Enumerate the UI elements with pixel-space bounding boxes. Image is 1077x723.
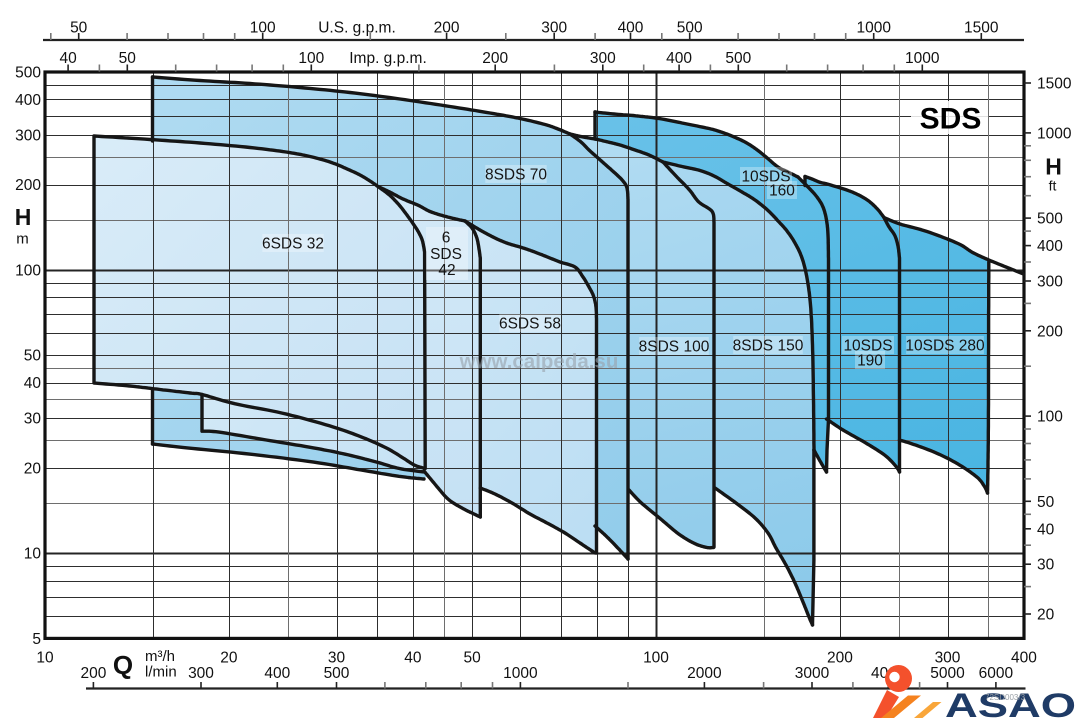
- svg-text:500: 500: [324, 665, 350, 682]
- svg-text:8SDS 100: 8SDS 100: [639, 339, 710, 356]
- svg-text:40: 40: [59, 50, 77, 67]
- svg-text:SDS: SDS: [920, 103, 982, 136]
- svg-text:200: 200: [482, 50, 508, 67]
- svg-text:1500: 1500: [964, 20, 999, 37]
- svg-text:5: 5: [32, 631, 41, 648]
- svg-text:Q: Q: [113, 650, 133, 680]
- svg-text:100: 100: [643, 650, 669, 667]
- svg-text:100: 100: [15, 262, 41, 279]
- svg-text:1000: 1000: [856, 20, 891, 37]
- svg-text:6SDS 32: 6SDS 32: [262, 236, 324, 253]
- svg-text:3000: 3000: [795, 665, 830, 682]
- svg-text:30: 30: [24, 411, 42, 428]
- svg-text:42: 42: [438, 262, 455, 279]
- svg-text:50: 50: [119, 50, 137, 67]
- svg-text:ft: ft: [1049, 178, 1057, 194]
- svg-text:200: 200: [1037, 323, 1063, 340]
- svg-text:300: 300: [188, 665, 214, 682]
- svg-text:20: 20: [1037, 607, 1055, 624]
- svg-text:20: 20: [24, 460, 42, 477]
- svg-text:6000: 6000: [979, 665, 1014, 682]
- svg-text:6SDS 58: 6SDS 58: [499, 316, 561, 333]
- svg-text:10SDS: 10SDS: [843, 338, 892, 355]
- svg-text:1000: 1000: [905, 50, 940, 67]
- svg-text:100: 100: [298, 50, 324, 67]
- svg-text:100: 100: [250, 20, 276, 37]
- svg-text:6: 6: [442, 230, 451, 247]
- svg-text:100: 100: [1037, 409, 1063, 426]
- svg-text:400: 400: [264, 665, 290, 682]
- svg-text:500: 500: [677, 20, 703, 37]
- svg-text:U.S. g.p.m.: U.S. g.p.m.: [318, 20, 396, 37]
- svg-text:500: 500: [1037, 211, 1063, 228]
- svg-text:400: 400: [1037, 238, 1063, 255]
- svg-text:300: 300: [590, 50, 616, 67]
- svg-text:40: 40: [1037, 521, 1055, 538]
- svg-text:20: 20: [220, 650, 238, 667]
- svg-text:300: 300: [935, 650, 961, 667]
- svg-text:5000: 5000: [930, 665, 965, 682]
- svg-text:190: 190: [857, 353, 883, 370]
- svg-text:1000: 1000: [503, 665, 538, 682]
- svg-text:72SD003/3: 72SD003/3: [985, 693, 1026, 702]
- svg-text:ASAO: ASAO: [945, 687, 1076, 718]
- svg-text:300: 300: [541, 20, 567, 37]
- svg-text:400: 400: [618, 20, 644, 37]
- svg-text:8SDS 70: 8SDS 70: [485, 167, 547, 184]
- svg-text:50: 50: [24, 348, 42, 365]
- svg-text:l/min: l/min: [145, 664, 177, 681]
- svg-text:200: 200: [15, 177, 41, 194]
- svg-text:160: 160: [769, 183, 795, 200]
- svg-text:www.calpeda.su: www.calpeda.su: [459, 350, 619, 373]
- svg-text:400: 400: [1011, 650, 1037, 667]
- svg-text:m: m: [16, 231, 29, 248]
- svg-text:8SDS 150: 8SDS 150: [733, 338, 804, 355]
- svg-text:1500: 1500: [1037, 76, 1072, 93]
- svg-text:2000: 2000: [687, 665, 722, 682]
- svg-text:30: 30: [1037, 557, 1055, 574]
- svg-text:10: 10: [24, 546, 42, 563]
- svg-text:H: H: [1045, 154, 1062, 180]
- svg-text:200: 200: [827, 650, 853, 667]
- svg-text:200: 200: [80, 665, 106, 682]
- svg-text:10SDS 280: 10SDS 280: [905, 338, 985, 355]
- svg-text:SDS: SDS: [430, 246, 462, 263]
- svg-text:50: 50: [1037, 494, 1055, 511]
- svg-text:200: 200: [434, 20, 460, 37]
- svg-text:10SDS: 10SDS: [741, 169, 790, 186]
- svg-text:400: 400: [15, 92, 41, 109]
- svg-text:1000: 1000: [1037, 125, 1072, 142]
- svg-text:400: 400: [666, 50, 692, 67]
- svg-text:50: 50: [463, 650, 481, 667]
- svg-text:H: H: [15, 204, 32, 230]
- svg-text:300: 300: [15, 127, 41, 144]
- svg-text:40: 40: [404, 650, 422, 667]
- svg-text:m³/h: m³/h: [145, 648, 175, 665]
- svg-text:10: 10: [36, 650, 54, 667]
- svg-text:Imp. g.p.m.: Imp. g.p.m.: [349, 50, 427, 67]
- svg-text:300: 300: [1037, 274, 1063, 291]
- svg-text:30: 30: [328, 650, 346, 667]
- svg-text:500: 500: [725, 50, 751, 67]
- svg-text:40: 40: [24, 375, 42, 392]
- svg-text:500: 500: [15, 65, 41, 82]
- svg-text:50: 50: [70, 20, 88, 37]
